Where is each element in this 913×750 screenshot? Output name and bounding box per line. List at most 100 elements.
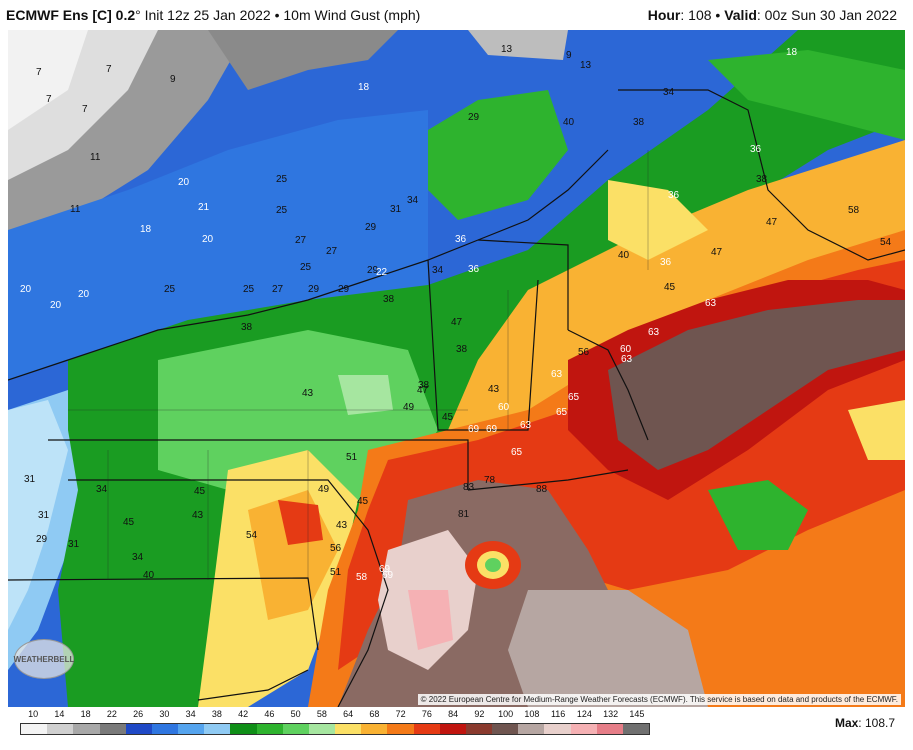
gust-value-label: 63: [648, 327, 660, 338]
gust-value-label: 69: [468, 424, 480, 435]
gust-value-label: 22: [376, 267, 388, 278]
gust-value-label: 43: [488, 384, 500, 395]
legend-tick: 30: [159, 709, 170, 719]
gust-value-label: 31: [38, 510, 50, 521]
max-number: : 108.7: [858, 716, 895, 730]
legend-swatch: [125, 724, 152, 734]
gust-value-label: 43: [302, 388, 314, 399]
gust-value-label: 31: [24, 474, 36, 485]
gust-value-label: 36: [468, 264, 480, 275]
gust-value-label: 45: [442, 412, 454, 423]
legend-swatch: [21, 724, 48, 734]
legend-tick-labels: 10 14 18 22 26 30 34 38 42 46 50 58 64 68 72 76 84 92 100 1…: [20, 709, 650, 721]
gust-value-label: 43: [336, 520, 348, 531]
legend-swatch: [544, 724, 571, 734]
legend-swatch: [387, 724, 414, 734]
gust-value-label: 27: [272, 284, 284, 295]
color-legend: 10 14 18 22 26 30 34 38 42 46 50 58 64 68 72 76 84 92 100 1…: [20, 709, 650, 739]
max-label: Max: [834, 716, 859, 730]
gust-value-label: 40: [143, 570, 155, 581]
gust-value-label: 38: [456, 344, 468, 355]
gust-value-label: 34: [663, 87, 675, 98]
gust-value-label: 78: [484, 475, 496, 486]
legend-tick: 124: [576, 709, 592, 719]
legend-swatch: [308, 724, 336, 734]
wind-gust-map: 7 7 9 7 7 11 11 13 9 13 18 18 20 21 20 18 20 20 20 25 25 29 27…: [8, 30, 905, 707]
gust-value-label: 60: [498, 402, 510, 413]
legend-tick: 26: [133, 709, 144, 719]
legend-swatch: [570, 724, 597, 734]
map-canvas: 7 7 9 7 7 11 11 13 9 13 18 18 20 21 20 18 20 20 20 25 25 29 27…: [8, 30, 905, 707]
gust-value-label: 20: [78, 289, 90, 300]
gust-value-label: 45: [123, 517, 135, 528]
legend-swatch: [282, 724, 309, 734]
gust-value-label: 18: [140, 224, 152, 235]
gust-value-label: 45: [194, 486, 206, 497]
gust-value-label: 36: [750, 144, 762, 155]
legend-swatch: [465, 724, 493, 734]
gust-value-label: 45: [664, 282, 676, 293]
ecmwf-credit: © 2022 European Centre for Medium-Range …: [417, 694, 901, 705]
gust-value-label: 7: [36, 67, 42, 78]
gust-value-label: 9: [566, 50, 572, 61]
gust-value-label: 34: [132, 552, 144, 563]
legend-tick: 108: [524, 709, 540, 719]
map-header: ECMWF Ens [C] 0.2° Init 12z 25 Jan 2022 …: [0, 0, 913, 30]
gust-value-label: 58: [848, 205, 860, 216]
legend-swatch: [439, 724, 466, 734]
gust-value-label: 31: [68, 539, 80, 550]
gust-value-label: 49: [318, 484, 330, 495]
gust-value-label: 27: [326, 246, 338, 257]
legend-swatch: [204, 724, 231, 734]
gust-value-label: 29: [468, 112, 480, 123]
gust-value-label: 11: [90, 152, 101, 163]
gust-value-label: 13: [580, 60, 592, 71]
gust-value-label: 25: [300, 262, 312, 273]
legend-swatch: [596, 724, 623, 734]
legend-tick: 18: [80, 709, 91, 719]
gust-value-label: 69: [379, 564, 391, 575]
gust-value-label: 47: [711, 247, 723, 258]
title-details: ° Init 12z 25 Jan 2022 • 10m Wind Gust (…: [135, 7, 421, 23]
gust-value-label: 63: [705, 298, 717, 309]
gust-value-label: 81: [458, 509, 470, 520]
gust-value-label: 38: [383, 294, 395, 305]
gust-value-label: 21: [198, 202, 210, 213]
gust-value-label: 65: [568, 392, 580, 403]
legend-swatch: [230, 724, 257, 734]
gust-value-label: 45: [357, 496, 369, 507]
legend-tick: 132: [603, 709, 619, 719]
legend-tick: 42: [238, 709, 249, 719]
gust-value-label: 63: [520, 420, 532, 431]
legend-tick: 10: [28, 709, 39, 719]
gust-value-label: 7: [82, 104, 88, 115]
gust-value-label: 29: [367, 265, 379, 276]
gust-value-label: 36: [455, 234, 467, 245]
max-value: Max: 108.7: [835, 716, 895, 730]
gust-value-label: 38: [241, 322, 253, 333]
gust-value-label: 69: [382, 570, 394, 581]
legend-swatch: [151, 724, 179, 734]
gust-value-label: 38: [633, 117, 645, 128]
hour-value: : 108 •: [680, 7, 721, 23]
gust-value-label: 47: [451, 317, 463, 328]
valid-time: Hour: 108 • Valid: 00z Sun 30 Jan 2022: [648, 7, 897, 23]
gust-value-label: 43: [192, 510, 204, 521]
legend-tick: 116: [550, 709, 566, 719]
gust-value-label: 51: [346, 452, 358, 463]
gust-value-label: 29: [36, 534, 48, 545]
gust-value-label: 34: [407, 195, 419, 206]
legend-tick: 76: [421, 709, 432, 719]
legend-tick: 84: [448, 709, 459, 719]
gust-value-label: 25: [276, 174, 288, 185]
gust-value-label: 34: [432, 265, 444, 276]
gust-value-label: 20: [178, 177, 190, 188]
valid-value: : 00z Sun 30 Jan 2022: [756, 7, 897, 23]
map-title: ECMWF Ens [C] 0.2° Init 12z 25 Jan 2022 …: [6, 7, 420, 23]
gust-value-label: 49: [403, 402, 415, 413]
legend-swatch: [518, 724, 545, 734]
gust-value-label: 13: [501, 44, 513, 55]
gust-value-label: 34: [96, 484, 108, 495]
gust-value-label: 7: [106, 64, 112, 75]
gust-value-label: 56: [330, 543, 342, 554]
